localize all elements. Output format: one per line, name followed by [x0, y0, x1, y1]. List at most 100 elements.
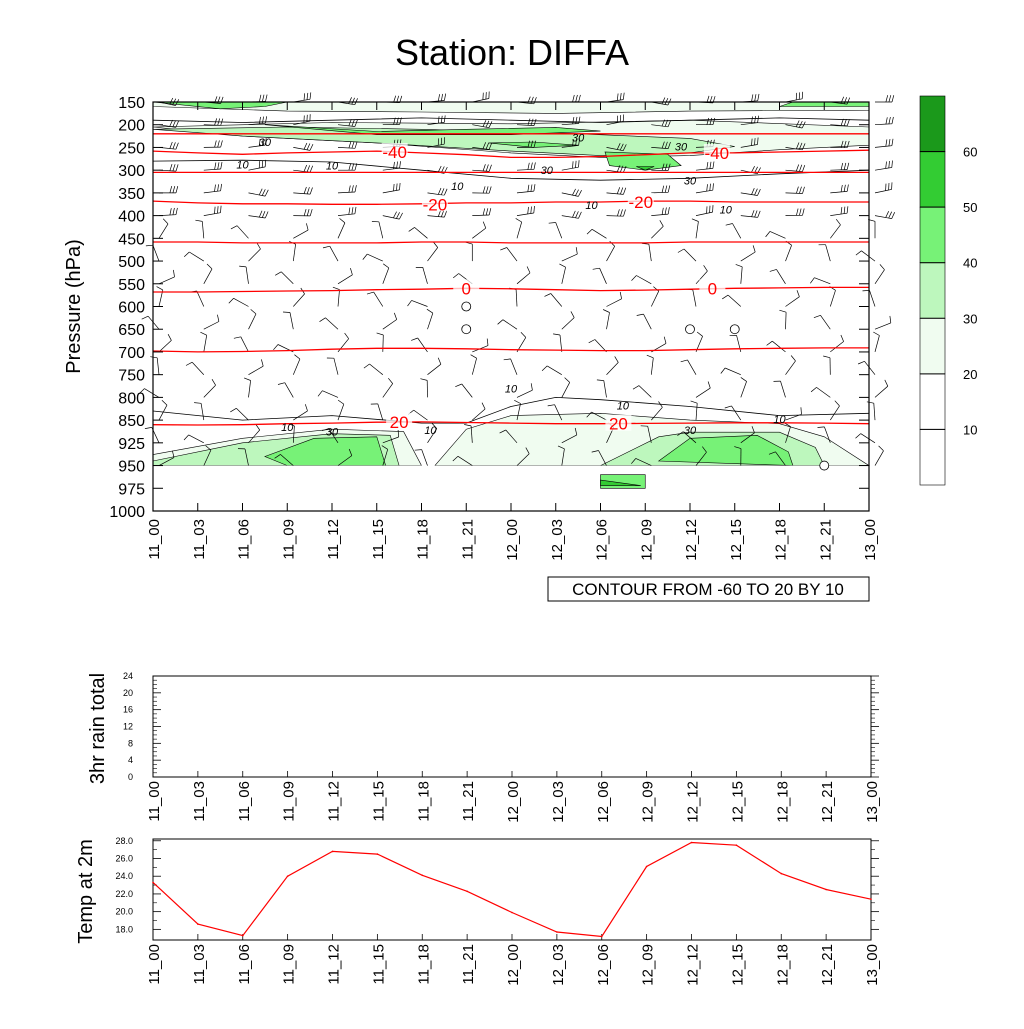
wind-barb-flag: [221, 184, 222, 191]
wind-barb-flag: [184, 435, 189, 440]
wind-barb-flag: [620, 188, 622, 195]
wind-barb-flag: [708, 382, 710, 389]
wind-barb-flag: [218, 162, 219, 169]
wind-barb: [737, 335, 741, 352]
wind-barb: [875, 323, 891, 329]
wind-barb: [770, 231, 786, 238]
wind-barb: [159, 224, 168, 238]
wind-barb-flag: [355, 185, 356, 192]
y-tick-label: 200: [118, 118, 145, 135]
wind-barb: [696, 388, 710, 397]
wind-barb: [338, 192, 355, 193]
wind-barb-flag: [157, 287, 163, 290]
wind-barb-flag: [665, 186, 667, 193]
wind-barb-flag: [879, 446, 884, 451]
wind-barb: [338, 290, 340, 307]
wind-barb-flag: [886, 95, 888, 102]
temperature-contour-label: 20: [390, 413, 409, 432]
wind-barb-flag: [528, 207, 529, 214]
temperature-data-point: [422, 875, 424, 877]
wind-barb-flag: [173, 164, 175, 171]
wind-barb-flag: [660, 220, 664, 226]
wind-barb-flag: [799, 92, 800, 99]
wind-barb-flag: [409, 227, 415, 231]
wind-barb-flag: [802, 165, 804, 172]
wind-barb-flag: [841, 207, 842, 214]
wind-barb-flag: [892, 161, 893, 168]
wind-barb-flag: [847, 163, 849, 170]
y-tick-label: 150: [118, 95, 145, 112]
wind-barb-flag: [486, 186, 488, 193]
wind-barb-flag: [355, 207, 356, 214]
wind-speed-contour-label: 10: [424, 425, 437, 437]
wind-barb: [383, 320, 397, 330]
wind-barb-flag: [886, 162, 887, 169]
wind-barb-flag: [565, 378, 570, 383]
wind-barb: [728, 295, 741, 306]
temp-y-tick-label: 24.0: [115, 871, 133, 881]
wind-barb-flag: [444, 115, 445, 122]
temp-x-tick-label: 11_06: [236, 944, 253, 985]
wind-barb-flag: [534, 162, 535, 169]
temperature-data-point: [870, 898, 872, 900]
wind-barb: [383, 268, 389, 284]
wind-barb-flag: [265, 212, 268, 219]
rain-x-tick-label: 13_00: [864, 781, 881, 823]
wind-barb: [772, 341, 785, 352]
wind-barb: [604, 381, 607, 398]
wind-barb: [562, 254, 578, 261]
wind-barb-flag: [259, 189, 262, 195]
wind-speed-contour-label: 10: [617, 401, 630, 413]
calm-wind-marker: [820, 461, 829, 470]
wind-barb: [338, 339, 349, 352]
wind-barb-flag: [801, 407, 802, 414]
wind-barb-flag: [770, 269, 777, 271]
temperature-contour-label: 0: [462, 279, 471, 298]
wind-barb-flag: [184, 252, 189, 257]
wind-barb: [338, 275, 352, 284]
wind-barb-flag: [304, 93, 305, 100]
wind-barb-flag: [725, 406, 732, 408]
wind-barb: [644, 314, 652, 329]
wind-barb-flag: [487, 339, 488, 346]
wind-barb: [821, 315, 831, 329]
wind-barb-flag: [752, 210, 755, 217]
wind-barb: [383, 384, 393, 398]
wind-barb-flag: [500, 248, 507, 251]
wind-barb-flag: [579, 212, 582, 218]
wind-barb-flag: [632, 276, 637, 281]
temp-x-tick-label: 12_15: [729, 944, 746, 986]
calm-wind-marker: [462, 302, 471, 311]
wind-barb: [159, 340, 171, 352]
y-tick-label: 650: [118, 322, 145, 339]
rain-x-tick-label: 11_09: [281, 781, 298, 822]
wind-barb: [830, 290, 835, 306]
wind-barb-flag: [528, 185, 529, 192]
wind-barb-flag: [275, 272, 281, 276]
wind-barb-flag: [340, 218, 345, 222]
wind-barb: [204, 269, 212, 284]
wind-barb-flag: [170, 186, 172, 193]
wind-barb-flag: [885, 380, 888, 386]
y-tick-label: 400: [118, 209, 145, 226]
wind-barb-flag: [486, 165, 488, 172]
wind-barb-flag: [150, 357, 157, 358]
wind-barb-flag: [383, 264, 389, 268]
wind-barb-flag: [305, 404, 307, 411]
wind-barb-flag: [758, 189, 761, 195]
wind-barb: [861, 434, 875, 443]
temperature-contour-label: -20: [628, 193, 653, 212]
temp-x-tick-label: 12_06: [595, 944, 612, 986]
wind-barb: [472, 215, 489, 216]
x-tick-label: 12_21: [817, 519, 834, 561]
wind-barb: [865, 361, 876, 374]
wind-barb-flag: [215, 185, 216, 192]
wind-barb-flag: [262, 211, 265, 218]
wind-barb-flag: [352, 207, 353, 214]
wind-barb-flag: [573, 161, 574, 168]
wind-barb: [322, 391, 338, 398]
temperature-data-point: [287, 875, 289, 877]
